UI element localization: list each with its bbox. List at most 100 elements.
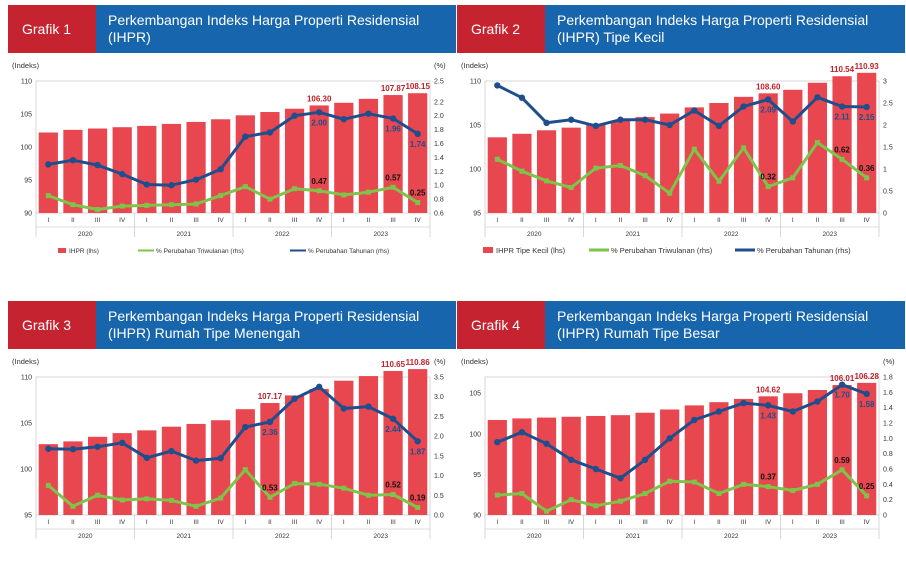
green-marker [814,481,820,487]
green-marker [292,480,298,486]
y-tick-right: 0.5 [883,189,893,196]
bar [536,130,557,213]
x-tick-year: 2020 [78,533,93,540]
x-tick-quarter: III [95,217,101,224]
y-axis-left-label: (Indeks) [12,61,40,70]
x-tick-quarter: III [741,519,747,526]
yearly-marker [118,439,126,447]
green-marker [95,207,101,213]
bar [512,418,532,515]
y-tick-right: 0.0 [434,513,444,520]
yearly-value-label: 1.43 [760,411,776,420]
y-tick-left: 110 [470,79,481,86]
panel-title-line2: (IHPR) Tipe Kecil [557,29,665,45]
y-tick-right: 2.0 [434,113,444,120]
bar-value-label: 108.15 [405,82,430,91]
chart-svg: (Indeks) (%) 90 95 100 105 0 0.2 0.4 0.6 0.8 1.0 1.2… [461,357,895,540]
yearly-marker [592,122,600,130]
bar [783,89,803,213]
yearly-marker [740,399,747,407]
yearly-marker [764,96,772,103]
quarterly-value-label: 0.53 [262,483,278,492]
bar [684,405,704,515]
green-marker [765,484,771,490]
x-tick-quarter: III [292,217,298,224]
x-tick-quarter: II [520,519,524,526]
yearly-marker [715,408,723,415]
y-tick-right: 1 [883,167,887,174]
yearly-marker [217,455,224,462]
x-tick-quarter: II [520,217,524,224]
x-tick-quarter: II [268,217,272,224]
bar [161,123,182,213]
bar [709,103,729,213]
yearly-marker [168,182,175,189]
yearly-marker [242,423,249,431]
yearly-marker [94,161,101,169]
y-tick-right: 1.2 [883,421,893,428]
green-marker [144,496,150,502]
bar [235,409,255,515]
bar [733,96,754,213]
yearly-marker [414,130,421,137]
yearly-marker [543,440,550,447]
green-marker [864,493,870,499]
bar [260,112,280,213]
bar [709,402,729,515]
y-tick-right: 1.0 [883,436,893,443]
yearly-marker [494,438,501,446]
yearly-change-line [48,110,419,187]
yearly-marker [389,415,397,422]
y-tick-right: 2.5 [434,414,444,421]
x-tick-quarter: II [367,217,371,224]
y-axis-right-label: (%) [434,61,446,70]
yearly-marker [340,405,348,412]
y-tick-right: 1.5 [883,145,893,152]
quarterly-value-label: 0.59 [834,456,850,465]
x-tick-quarter: IV [415,519,422,526]
y-tick-left: 90 [24,211,32,218]
yearly-value-label: 2.00 [311,118,327,127]
green-marker [494,492,500,498]
green-marker [814,140,820,146]
x-tick-quarter: I [595,217,597,224]
yearly-marker [315,109,323,116]
bar [857,382,877,515]
quarterly-change-line [47,185,419,211]
bar [832,385,852,515]
green-marker [790,175,796,181]
yearly-marker [740,103,747,110]
bar [586,415,606,515]
yearly-value-label: 1.87 [410,447,426,456]
yearly-marker [192,176,200,183]
quarterly-value-label: 0.62 [834,145,850,154]
chart-svg: (Indeks) (%) 90 95 100 105 110 0.6 0.8 1.0 1.2 1.4 1… [12,61,446,255]
x-tick-quarter: II [619,217,623,224]
yearly-marker [691,107,698,114]
x-tick-quarter: III [390,519,396,526]
quarterly-change-line [496,141,868,195]
green-marker [790,487,796,493]
bar [334,380,354,515]
yearly-marker [543,119,550,127]
yearly-marker [94,443,101,450]
panel-title: Perkembangan Indeks Harga Properti Resid… [557,308,897,342]
yearly-value-label: 2.15 [859,113,875,122]
green-marker [267,494,273,500]
legend-green-label: % Perubahan Triwulanan (rhs) [611,246,713,255]
x-tick-year: 2021 [177,231,192,238]
yearly-marker [143,181,151,188]
x-tick-quarter: IV [316,519,323,526]
y-tick-left: 90 [473,513,481,520]
green-marker [741,481,747,487]
yearly-marker [365,110,372,117]
bar [161,426,182,515]
bar-value-label: 107.87 [381,84,406,93]
yearly-marker [45,445,52,452]
yearly-marker [266,129,274,136]
bar [561,127,581,213]
green-marker [70,202,76,208]
yearly-marker [715,122,723,130]
quarterly-value-label: 0.47 [311,177,327,186]
y-tick-left: 95 [473,472,481,479]
